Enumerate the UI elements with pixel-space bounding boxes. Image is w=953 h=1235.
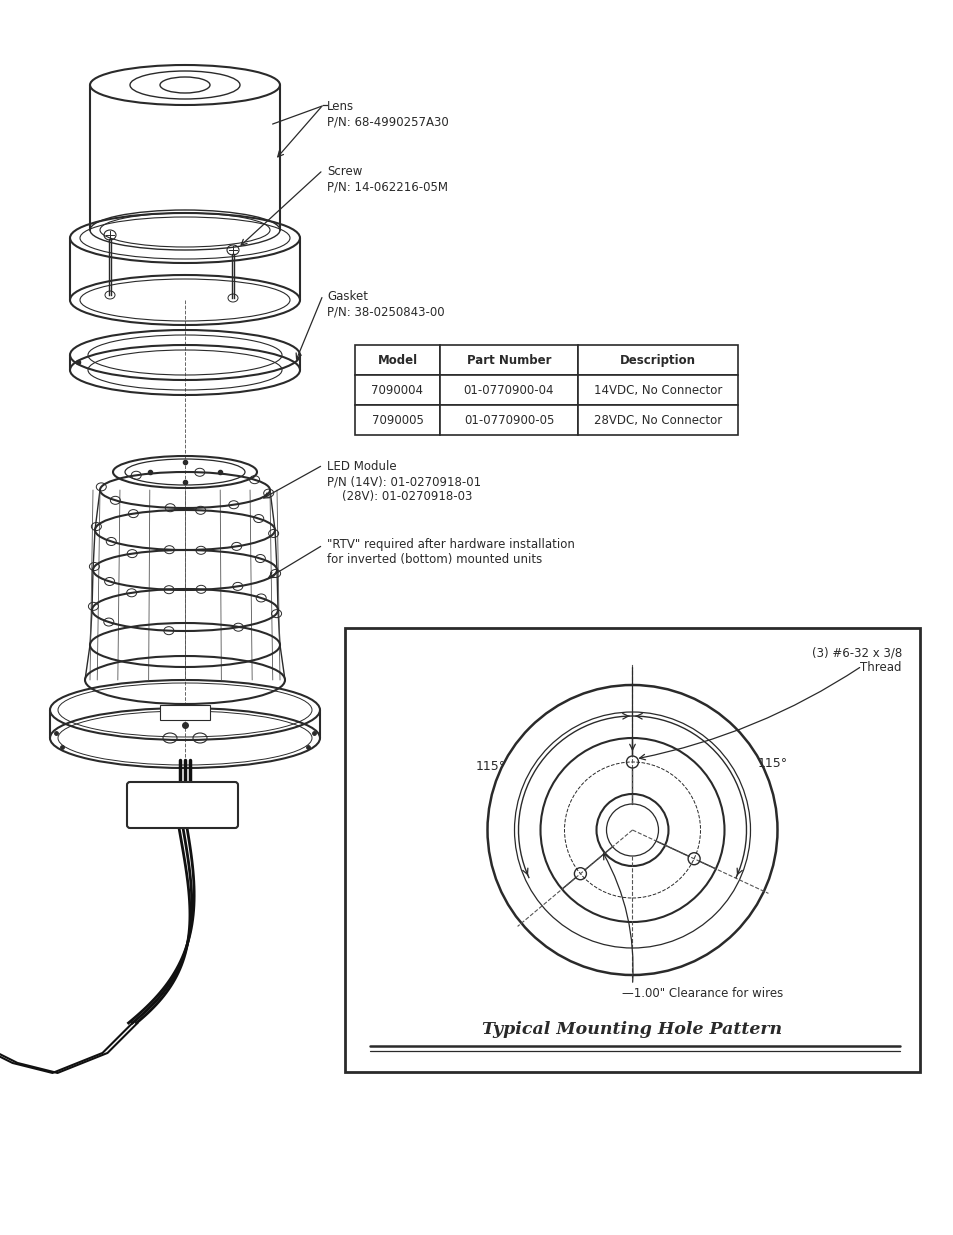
- Text: Lens
P/N: 68-4990257A30: Lens P/N: 68-4990257A30: [327, 100, 448, 128]
- Text: Typical Mounting Hole Pattern: Typical Mounting Hole Pattern: [482, 1021, 781, 1039]
- Bar: [160, 705, 210, 720]
- Text: 7090004: 7090004: [371, 384, 423, 396]
- Text: Screw
P/N: 14-062216-05M: Screw P/N: 14-062216-05M: [327, 165, 448, 193]
- Text: Model: Model: [377, 353, 417, 367]
- Bar: [355, 375, 439, 405]
- Text: 14VDC, No Connector: 14VDC, No Connector: [593, 384, 721, 396]
- Text: 01-0770900-04: 01-0770900-04: [463, 384, 554, 396]
- Text: Gasket
P/N: 38-0250843-00: Gasket P/N: 38-0250843-00: [327, 290, 444, 317]
- Bar: [439, 375, 578, 405]
- Bar: [439, 405, 578, 435]
- Bar: [355, 345, 439, 375]
- Bar: [439, 345, 578, 375]
- Bar: [345, 629, 919, 1072]
- Text: 115°: 115°: [476, 760, 505, 773]
- Text: 28VDC, No Connector: 28VDC, No Connector: [594, 414, 721, 426]
- Text: LED Module
P/N (14V): 01-0270918-01
    (28V): 01-0270918-03: LED Module P/N (14V): 01-0270918-01 (28V…: [327, 459, 480, 503]
- Bar: [578, 405, 738, 435]
- Bar: [355, 405, 439, 435]
- Text: 115°: 115°: [758, 757, 787, 769]
- Text: 01-0770900-05: 01-0770900-05: [463, 414, 554, 426]
- Text: Description: Description: [619, 353, 696, 367]
- Bar: [578, 375, 738, 405]
- Text: 7090005: 7090005: [371, 414, 423, 426]
- Bar: [578, 345, 738, 375]
- Text: Part Number: Part Number: [466, 353, 551, 367]
- Text: "RTV" required after hardware installation
for inverted (bottom) mounted units: "RTV" required after hardware installati…: [327, 538, 575, 566]
- FancyBboxPatch shape: [127, 782, 237, 827]
- Text: —1.00" Clearance for wires: —1.00" Clearance for wires: [622, 987, 783, 1000]
- Text: (3) #6-32 x 3/8
Thread: (3) #6-32 x 3/8 Thread: [811, 646, 901, 674]
